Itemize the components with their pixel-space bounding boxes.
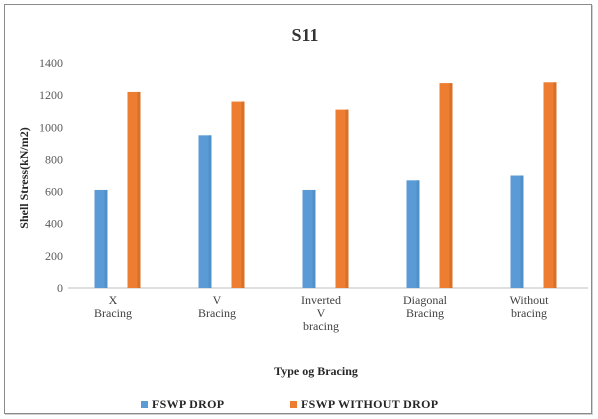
bar-shade <box>104 189 108 288</box>
bars <box>94 82 557 289</box>
legend: FSWP DROP FSWP WITHOUT DROP <box>141 397 438 411</box>
y-tick-label: 200 <box>45 249 63 263</box>
chart-title: S11 <box>291 25 318 45</box>
category-label: bracing <box>511 306 547 320</box>
bar-fswp-drop <box>198 135 212 288</box>
bar-fswp-without-drop <box>335 109 349 288</box>
category-labels: XBracingVBracingInvertedVbracingDiagonal… <box>94 293 549 333</box>
bar-fswp-drop <box>510 175 524 288</box>
legend-label: FSWP WITHOUT DROP <box>301 397 438 411</box>
category-label: bracing <box>303 319 339 333</box>
category-label: Bracing <box>94 306 132 320</box>
bar-fswp-drop <box>406 180 420 288</box>
category-label: X <box>109 293 118 307</box>
y-tick-label: 1000 <box>39 120 63 134</box>
bar-fswp-drop <box>302 189 316 288</box>
y-tick-label: 1200 <box>39 88 63 102</box>
bar-fswp-without-drop <box>543 82 557 289</box>
legend-label: FSWP DROP <box>152 397 224 411</box>
category-label: V <box>213 293 222 307</box>
legend-swatch <box>290 401 297 408</box>
bar-fswp-without-drop <box>127 91 141 288</box>
category-label: Bracing <box>198 306 236 320</box>
y-tick-label: 400 <box>45 217 63 231</box>
bar-fswp-drop <box>94 189 108 288</box>
y-tick-label: 0 <box>57 281 63 295</box>
category-label: Diagonal <box>403 293 448 307</box>
y-tick-label: 1400 <box>39 56 63 70</box>
bar-fswp-without-drop <box>439 83 453 288</box>
bar-shade <box>208 135 212 288</box>
x-axis-title: Type og Bracing <box>274 364 358 378</box>
legend-swatch <box>141 401 148 408</box>
bar-shade <box>553 82 557 289</box>
y-tick-label: 800 <box>45 152 63 166</box>
bar-shade <box>416 180 420 288</box>
bar-shade <box>520 175 524 288</box>
y-axis-title: Shell Stress(kN/m2) <box>17 127 31 228</box>
category-label: V <box>317 306 326 320</box>
bar-fswp-without-drop <box>231 101 245 288</box>
category-label: Bracing <box>406 306 444 320</box>
category-label: Inverted <box>301 293 341 307</box>
bar-shade <box>312 189 316 288</box>
bar-shade <box>449 83 453 288</box>
bar-shade <box>345 109 349 288</box>
bar-shade <box>137 91 141 288</box>
bar-shade <box>241 101 245 288</box>
category-label: Without <box>510 293 550 307</box>
y-tick-label: 600 <box>45 185 63 199</box>
y-axis-ticks: 0 200 400 600 800 1000 1200 1400 <box>39 56 63 295</box>
